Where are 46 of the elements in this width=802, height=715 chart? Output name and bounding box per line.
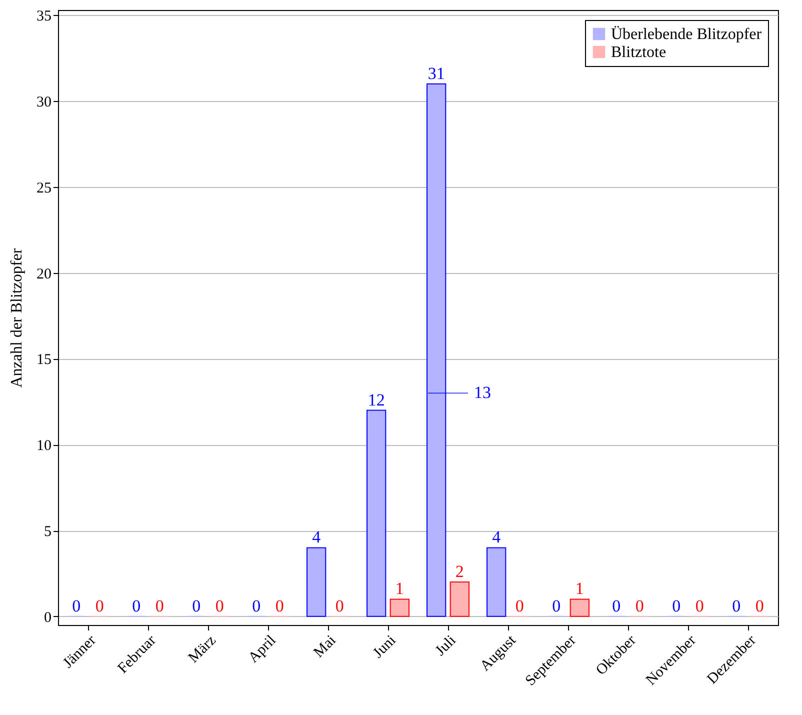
data-label: 4 [312, 528, 322, 547]
y-tick-label: 30 [36, 94, 52, 111]
data-label: 0 [192, 596, 201, 616]
data-label: 4 [492, 528, 502, 547]
data-label: 0 [95, 596, 104, 616]
bar [390, 598, 410, 617]
data-label: 0 [155, 596, 164, 616]
data-label: 1 [395, 579, 404, 598]
data-label: 0 [215, 596, 224, 616]
data-label: 0 [612, 596, 621, 616]
data-label: 0 [252, 596, 261, 616]
data-label: 0 [635, 596, 644, 616]
annotation: 13 [474, 383, 491, 402]
bar [306, 547, 326, 617]
data-label: 0 [275, 596, 284, 616]
legend-label: Blitztote [611, 44, 666, 61]
bar [450, 582, 470, 617]
bar [486, 547, 506, 617]
data-label: 0 [515, 596, 524, 616]
data-label: 2 [455, 562, 464, 582]
y-tick-label: 15 [36, 352, 52, 368]
y-tick-label: 10 [36, 438, 52, 454]
data-label: 0 [335, 596, 344, 616]
y-tick-label: 0 [44, 610, 52, 626]
y-tick-label: 20 [36, 266, 52, 282]
data-label: 0 [755, 596, 764, 616]
bar [426, 83, 446, 617]
data-label: 0 [695, 596, 704, 616]
y-axis-title: Anzahl der Blitzopfer [8, 248, 26, 388]
data-label: 0 [72, 596, 81, 616]
y-tick-label: 5 [44, 524, 52, 540]
bar [366, 410, 386, 617]
data-label: 0 [732, 596, 741, 616]
data-label: 31 [428, 64, 445, 83]
y-tick-label: 25 [36, 180, 52, 196]
x-tick-label: Juni [370, 632, 400, 662]
data-label: 0 [552, 596, 561, 616]
legend-label: Überlebende Blitzopfer [611, 26, 762, 43]
data-label: 0 [672, 596, 681, 616]
y-tick-label: 35 [36, 8, 52, 25]
data-label: 1 [575, 579, 584, 598]
data-label: 12 [368, 390, 385, 410]
bar [570, 598, 590, 617]
x-tick-label: Mai [310, 632, 340, 661]
data-label: 0 [132, 596, 141, 616]
x-tick-label: Juli [432, 632, 460, 660]
